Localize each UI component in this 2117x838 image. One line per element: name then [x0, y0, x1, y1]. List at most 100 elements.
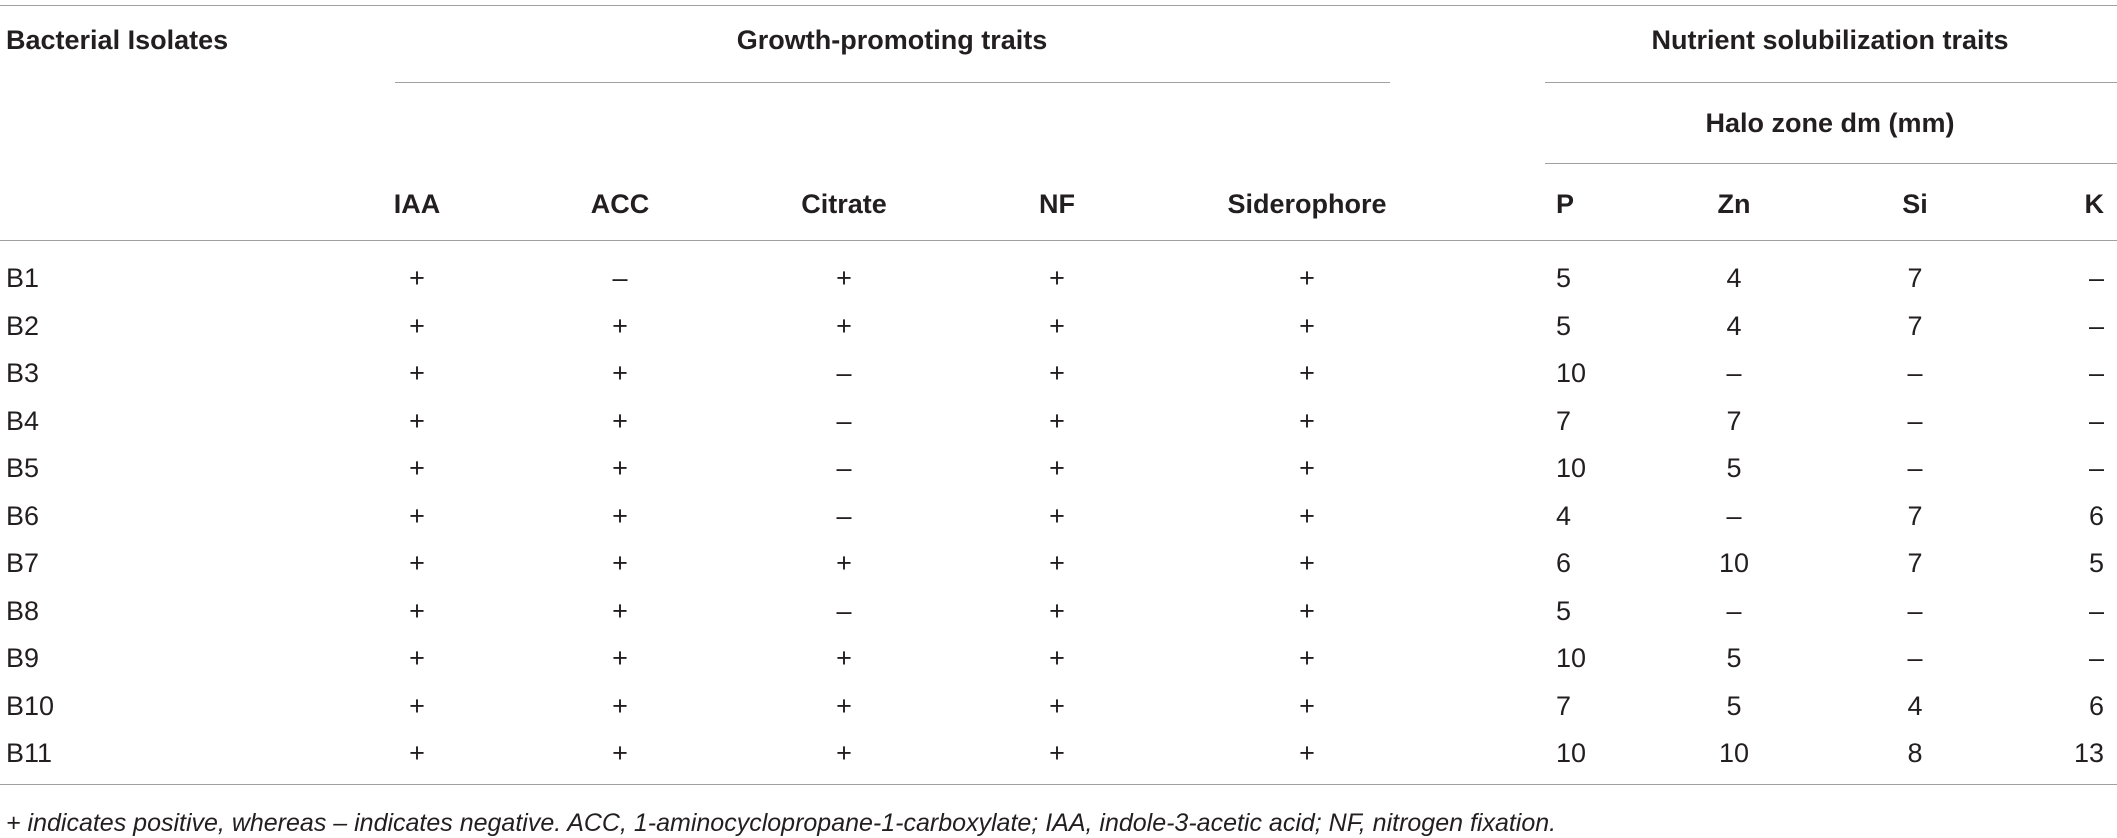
table-cell: – [1907, 453, 1923, 483]
table-cell: + [409, 453, 425, 483]
table-cell: + [1299, 690, 1315, 721]
table-cell: + [836, 738, 852, 768]
column-header: IAA [393, 189, 441, 219]
column-header: Siderophore [1227, 189, 1387, 219]
isolate-label: B6 [6, 500, 40, 531]
column-header: Si [1902, 189, 1928, 219]
table-cell: – [1907, 595, 1923, 626]
column-header: ACC [590, 189, 650, 219]
table-cell: 5 [1556, 310, 1572, 341]
table-cell: 6 [2088, 690, 2104, 721]
table-cell: 5 [1726, 643, 1742, 673]
isolate-label: B9 [6, 643, 40, 673]
table-cell: – [836, 358, 852, 388]
nutrient-group-rule [1545, 82, 2117, 83]
table-cell: + [409, 405, 425, 436]
table-cell: – [612, 263, 628, 293]
table-cell: + [612, 738, 628, 768]
table-cell: + [612, 500, 628, 531]
table-cell: 5 [1556, 263, 1572, 293]
table-cell: 8 [1907, 738, 1923, 768]
table-cell: + [409, 263, 425, 293]
table-cell: + [1049, 690, 1065, 721]
table-cell: – [2088, 595, 2104, 626]
header-growth-promoting-traits: Growth-promoting traits [736, 25, 1048, 55]
halo-zone-rule [1545, 163, 2117, 164]
table-cell: + [409, 358, 425, 388]
table-cell: 10 [1556, 738, 1587, 768]
table-cell: – [2088, 263, 2104, 293]
table-cell: 7 [1907, 548, 1923, 578]
table-cell: – [1726, 358, 1742, 388]
table-bottom-rule [0, 784, 2117, 785]
table-cell: + [612, 595, 628, 626]
table-cell: – [1726, 595, 1742, 626]
table-cell: 10 [1556, 358, 1587, 388]
table-cell: + [1299, 263, 1315, 293]
isolate-label: B7 [6, 548, 40, 578]
table-cell: 6 [1556, 548, 1572, 578]
table-cell: + [612, 643, 628, 673]
table-cell: + [836, 263, 852, 293]
isolate-label: B3 [6, 358, 40, 388]
table-cell: – [2088, 453, 2104, 483]
table-cell: 4 [1907, 690, 1923, 721]
isolate-label: B5 [6, 453, 40, 483]
table-cell: + [409, 500, 425, 531]
isolate-label: B11 [6, 738, 53, 768]
table-cell: + [1049, 405, 1065, 436]
table-cell: + [1049, 310, 1065, 341]
header-halo-zone: Halo zone dm (mm) [1705, 108, 1955, 138]
table-cell: + [1049, 595, 1065, 626]
table-cell: 10 [1718, 738, 1750, 768]
table-cell: + [612, 310, 628, 341]
table-cell: + [836, 690, 852, 721]
table-cell: + [612, 548, 628, 578]
table-cell: + [612, 358, 628, 388]
table-cell: + [409, 548, 425, 578]
table-cell: + [1299, 405, 1315, 436]
table-cell: + [409, 738, 425, 768]
table-cell: + [612, 453, 628, 483]
table-cell: – [1726, 500, 1742, 531]
table-cell: 7 [1556, 690, 1572, 721]
table-cell: – [2088, 405, 2104, 436]
isolate-label: B10 [6, 690, 55, 721]
table-cell: 7 [1556, 405, 1572, 436]
column-header: P [1556, 189, 1575, 219]
table-cell: + [1299, 738, 1315, 768]
table-cell: + [1299, 595, 1315, 626]
table-cell: + [409, 643, 425, 673]
table-cell: 10 [1718, 548, 1750, 578]
column-header: Zn [1717, 189, 1751, 219]
table-cell: + [1049, 453, 1065, 483]
table-cell: – [836, 405, 852, 436]
table-cell: + [1299, 548, 1315, 578]
table-cell: 10 [1556, 453, 1587, 483]
table-cell: 10 [1556, 643, 1587, 673]
table-cell: + [1299, 310, 1315, 341]
table-cell: + [836, 548, 852, 578]
top-rule [0, 5, 2117, 6]
table-cell: – [2088, 643, 2104, 673]
table-cell: 5 [1556, 595, 1572, 626]
table-cell: 7 [1907, 500, 1923, 531]
header-bacterial-isolates: Bacterial Isolates [6, 25, 229, 55]
table-cell: + [1049, 548, 1065, 578]
table-cell: 5 [2088, 548, 2104, 578]
table-cell: 5 [1726, 453, 1742, 483]
table-cell: – [1907, 358, 1923, 388]
table-cell: + [1049, 738, 1065, 768]
table-cell: 13 [2073, 738, 2104, 768]
table-cell: + [1299, 358, 1315, 388]
table-cell: + [612, 405, 628, 436]
isolate-label: B4 [6, 405, 40, 436]
table-cell: + [836, 310, 852, 341]
table-cell: + [1049, 358, 1065, 388]
header-bottom-rule [0, 240, 2117, 241]
column-header: NF [1039, 189, 1075, 219]
table-cell: 4 [1726, 310, 1742, 341]
header-nutrient-solubilization-traits: Nutrient solubilization traits [1651, 25, 2009, 55]
table-cell: – [2088, 310, 2104, 341]
column-header: Citrate [801, 189, 887, 219]
